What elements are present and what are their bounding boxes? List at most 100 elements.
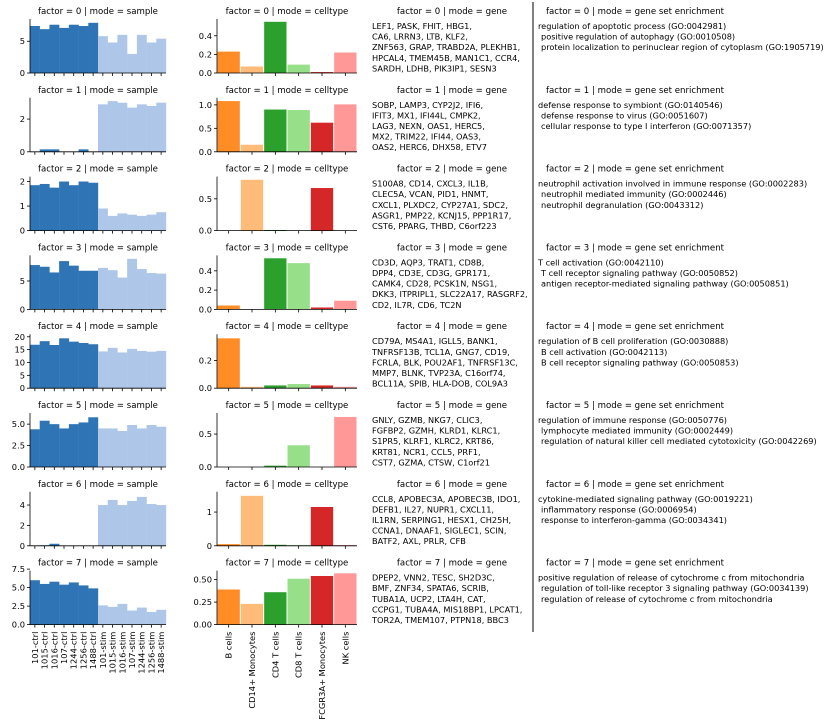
enrichment-term: regulation of B cell proliferation (GO:0… xyxy=(538,336,728,346)
celltype-bar xyxy=(334,386,357,389)
sample-bar xyxy=(39,420,50,467)
enrichment-term: regulation of natural killer cell mediat… xyxy=(541,436,817,446)
celltype-panel-title: factor = 5 | mode = celltype xyxy=(226,401,349,411)
celltype-y-tick-label: 0.5 xyxy=(199,429,212,439)
sample-y-tick-label: 7.5 xyxy=(12,564,25,574)
celltype-bar xyxy=(334,104,357,152)
enrichment-panel-title: factor = 7 | mode = gene set enrichment xyxy=(546,559,725,569)
factor-row-2: factor = 2 | mode = sample 0 1 2 factor = 2 … xyxy=(20,165,807,236)
celltype-y-tick-label: 0.0 xyxy=(199,226,212,236)
enrichment-term: regulation of apoptotic process (GO:0042… xyxy=(538,21,726,31)
sample-bar xyxy=(136,496,147,546)
gene-panel-title: factor = 0 | mode = gene xyxy=(397,7,507,17)
gene-list-line: MMP7, BLNK, TVP23A, C16orf74, xyxy=(372,368,506,378)
celltype-x-tick-label: FCGR3A+ Monocytes xyxy=(317,632,327,720)
sample-bar xyxy=(156,273,167,310)
celltype-bar xyxy=(334,573,357,625)
celltype-bar xyxy=(310,188,334,231)
celltype-x-tick-label: CD8 T cells xyxy=(294,632,304,678)
gene-list-line: CST6, PPARG, THBD, C6orf223 xyxy=(372,221,497,231)
sample-panel-title: factor = 5 | mode = sample xyxy=(38,401,158,411)
sample-y-tick-label: 5 xyxy=(20,370,25,380)
sample-x-tick-label: 1015-ctrl xyxy=(40,632,50,670)
sample-panel-title: factor = 4 | mode = sample xyxy=(38,322,158,332)
sample-x-tick-label: 1256-stim xyxy=(146,632,156,674)
celltype-panel-title: factor = 6 | mode = celltype xyxy=(226,480,349,490)
factor-row-3: factor = 3 | mode = sample 0 5 factor = 3 |… xyxy=(20,243,789,314)
celltype-y-tick-label: 1.0 xyxy=(199,100,212,110)
celltype-bar xyxy=(310,385,334,389)
enrichment-term: neutrophil mediated immunity (GO:0002446… xyxy=(541,189,727,199)
celltype-panel-title: factor = 4 | mode = celltype xyxy=(226,322,349,332)
celltype-y-tick-label: 0.2 xyxy=(199,49,212,59)
celltype-panel-title: factor = 0 | mode = celltype xyxy=(226,7,349,17)
celltype-y-tick-label: 0.2 xyxy=(199,356,212,366)
gene-list-line: ZNF563, GRAP, TRABD2A, PLEKHB1, xyxy=(372,42,520,52)
gene-panel-title: factor = 2 | mode = gene xyxy=(397,165,507,175)
gene-list-line: IL1RN, SERPING1, HESX1, CH25H, xyxy=(372,515,511,525)
sample-bar xyxy=(30,25,40,73)
sample-bar xyxy=(30,580,40,625)
sample-bar xyxy=(88,344,99,389)
celltype-bar xyxy=(240,603,264,625)
celltype-y-tick-label: 0.5 xyxy=(199,123,212,133)
enrichment-term: regulation of toll-like receptor 3 signa… xyxy=(541,583,809,593)
gene-list-line: CCNA1, DNAAF1, SIGLEC1, SCIN, xyxy=(372,526,506,536)
sample-bar xyxy=(98,104,108,152)
sample-y-tick-label: 0 xyxy=(20,383,25,393)
enrichment-term: regulation of immune response (GO:005077… xyxy=(538,415,727,425)
sample-bar xyxy=(117,505,128,546)
sample-bar xyxy=(117,102,128,152)
sample-bar xyxy=(117,277,128,310)
celltype-bar xyxy=(287,384,310,389)
sample-bar xyxy=(136,428,147,467)
sample-x-tick-label: 107-ctrl xyxy=(59,632,69,664)
gene-list-line: DEFB1, IL27, NUPR1, CXCL11, xyxy=(372,504,494,514)
sample-bar xyxy=(49,272,60,310)
sample-bar xyxy=(117,213,128,231)
sample-bar xyxy=(59,428,70,467)
sample-y-tick-label: 2.5 xyxy=(12,441,25,451)
gene-list-line: DPP4, CD3E, CD3G, GPR171, xyxy=(372,268,490,278)
sample-bar xyxy=(49,24,60,73)
gene-list-line: CD79A, MS4A1, IGLL5, BANK1, xyxy=(372,336,498,346)
enrichment-panel-title: factor = 4 | mode = gene set enrichment xyxy=(546,322,725,332)
enrichment-term: B cell receptor signaling pathway (GO:00… xyxy=(541,357,739,367)
sample-bar xyxy=(146,214,157,231)
sample-bar xyxy=(88,22,99,73)
celltype-bar xyxy=(240,144,264,152)
sample-bar xyxy=(136,215,147,231)
sample-bar xyxy=(88,417,99,467)
celltype-x-tick-label: CD14+ Monocytes xyxy=(247,632,257,709)
sample-bar xyxy=(49,543,60,546)
gene-list-line: SARDH, LDHB, PIK3IP1, SESN3 xyxy=(372,63,497,73)
enrichment-term: antigen receptor-mediated signaling path… xyxy=(541,279,789,289)
sample-bar xyxy=(136,104,147,152)
sample-bar xyxy=(127,107,138,152)
celltype-bar xyxy=(334,52,357,73)
sample-bar xyxy=(30,429,40,467)
sample-bar xyxy=(107,606,118,625)
enrichment-panel-title: factor = 3 | mode = gene set enrichment xyxy=(546,243,725,253)
sample-bar xyxy=(98,428,108,467)
sample-bar xyxy=(39,149,50,152)
sample-bar xyxy=(49,187,60,231)
sample-x-tick-label: 1488-ctrl xyxy=(88,632,98,670)
celltype-bar xyxy=(264,592,287,625)
sample-bar xyxy=(78,149,89,152)
sample-bar xyxy=(107,101,118,152)
sample-bar xyxy=(117,603,128,625)
sample-bar xyxy=(78,342,89,389)
sample-bar xyxy=(98,267,108,310)
sample-bar xyxy=(78,585,89,625)
sample-bar xyxy=(88,588,99,625)
factor-row-6: factor = 6 | mode = sample 0 2 4 factor = 6 … xyxy=(20,480,753,551)
factor-row-1: factor = 1 | mode = sample 0 2 factor = 1 |… xyxy=(20,86,752,157)
sample-bar xyxy=(107,270,118,310)
celltype-y-tick-label: 0.0 xyxy=(199,147,212,157)
celltype-y-tick-label: 0.0 xyxy=(199,68,212,78)
sample-bar xyxy=(146,612,157,625)
sample-x-tick-label: 1244-stim xyxy=(137,632,147,674)
sample-y-tick-label: 2 xyxy=(20,520,25,530)
celltype-y-tick-label: 0.00 xyxy=(194,620,212,630)
